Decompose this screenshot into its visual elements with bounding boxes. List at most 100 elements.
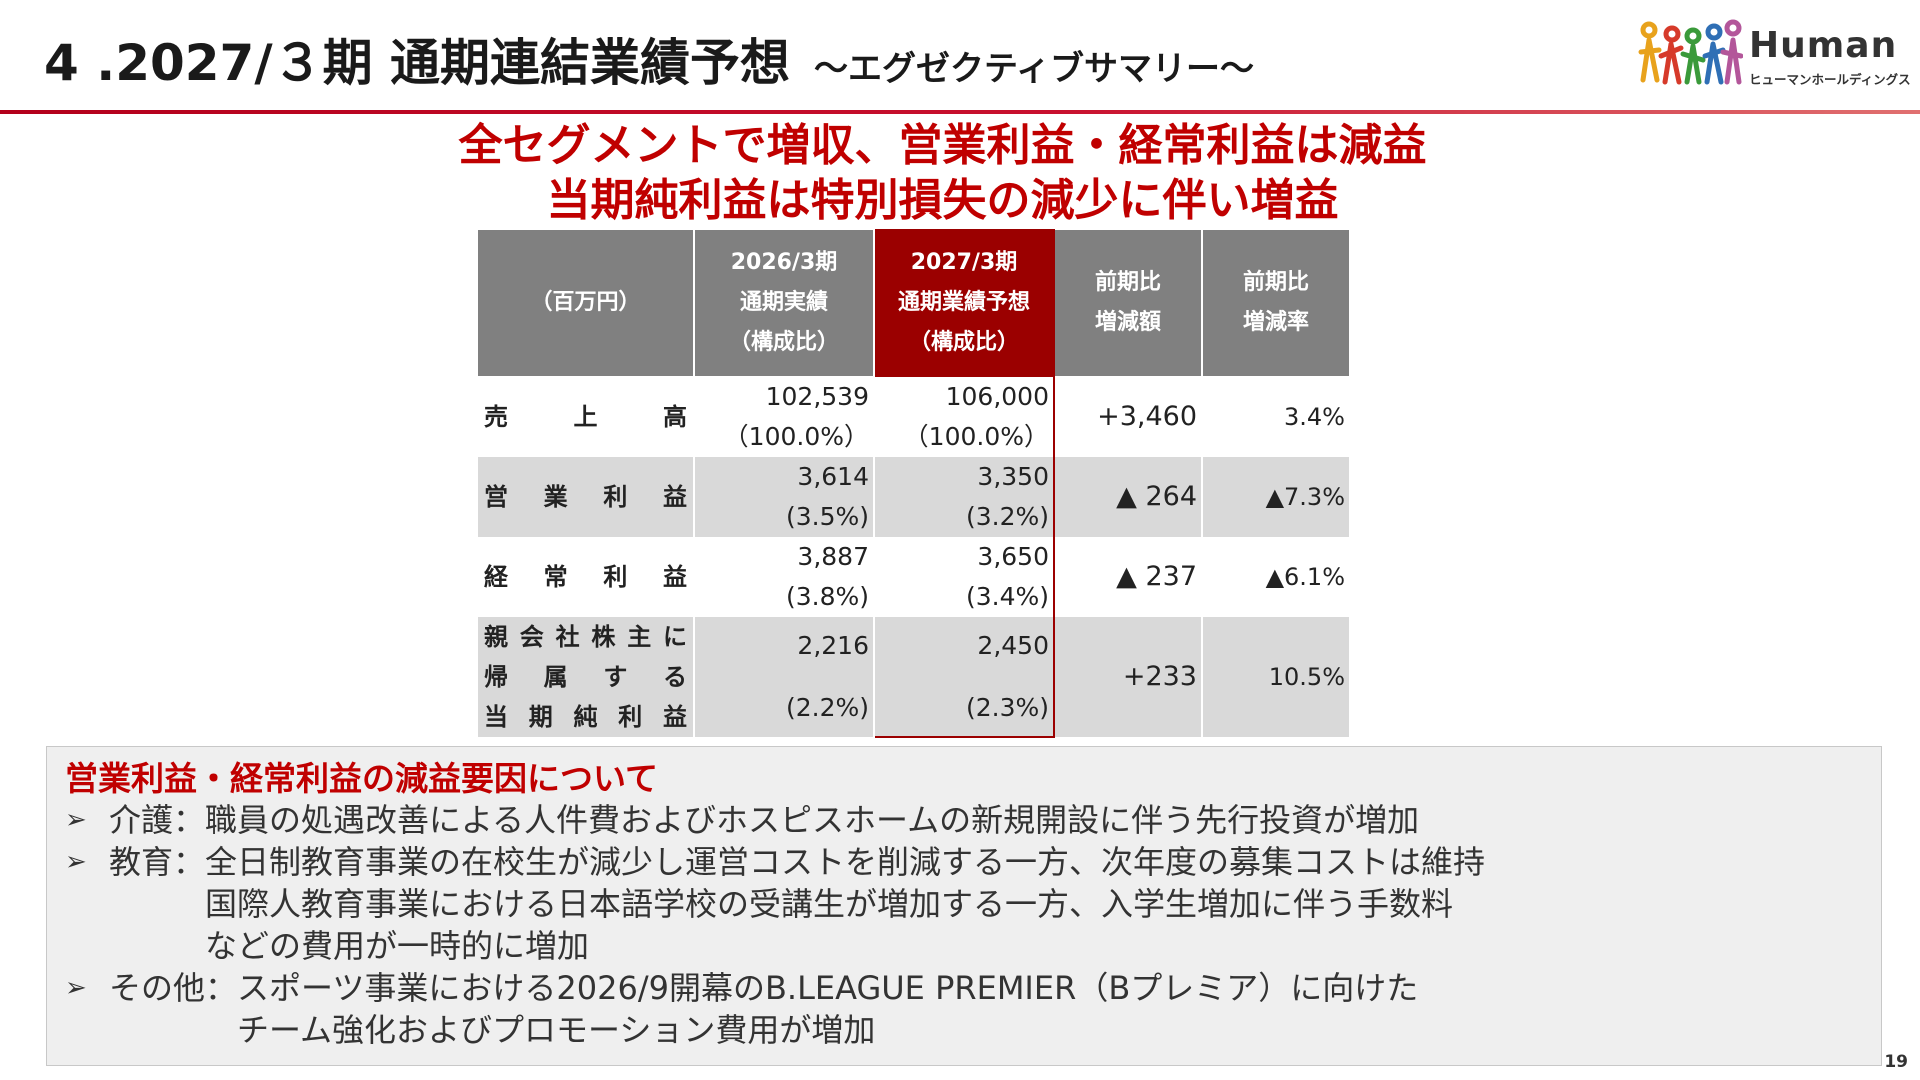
table-row: 経 常 利 益 3,887 (3.8%) 3,650 (3.4%) ▲ 237 ▲6.1% [478, 537, 1351, 617]
row-label-char: 純 [573, 703, 598, 731]
note-line: 国際人教育事業における日本語学校の受講生が増加する一方、入学生増加に伴う手数料 [205, 885, 1454, 923]
column-header-line: （構成比） [908, 330, 1019, 355]
column-header: （百万円） [478, 230, 695, 376]
change-amount: +3,460 [1054, 376, 1203, 457]
title-underline [0, 110, 1920, 114]
headline-line-1: 全セグメントで増収、営業利益・経常利益は減益 [458, 120, 1427, 171]
change-rate: 3.4% [1202, 376, 1351, 457]
forecast-cell: 2,450 (2.3%) [873, 617, 1055, 738]
column-header: 前期比 増減率 [1202, 230, 1351, 376]
row-label-line: 売上高 [484, 397, 687, 437]
table-row: 売 上 高 102,539 （100.0%） 106,000 （100.0%） +3,460 3… [478, 376, 1351, 457]
forecast-cell: 3,650 (3.4%) [873, 537, 1055, 617]
note-line: スポーツ事業における2026/9開幕のB.LEAGUE PREMIER（Bプレミ… [237, 969, 1419, 1007]
forecast-ratio: (2.3%) [965, 692, 1049, 722]
forecast-value: 3,350 [977, 462, 1049, 491]
actual-ratio: (2.2%) [785, 693, 869, 722]
note-item: ➢ 教育： 全日制教育事業の在校生が減少し運営コストを削減する一方、次年度の募集コス… [65, 841, 1485, 967]
row-label-char: 主 [627, 623, 652, 651]
row-label-char: 株 [591, 623, 616, 651]
note-line: などの費用が一時的に増加 [205, 927, 590, 965]
table-row: 親会社株主に帰 属 す る当期純利益 2,216 (2.2%) 2,450 (2.3%) +23… [478, 617, 1351, 738]
headline: 全セグメントで増収、営業利益・経常利益は減益 当期純利益は特別損失の減少に伴い増… [0, 118, 1885, 228]
row-label-line: 親会社株主に [484, 617, 687, 657]
row-label-char: す [603, 663, 628, 691]
actual-cell: 3,614 (3.5%) [694, 457, 875, 537]
row-label-char: 益 [662, 483, 687, 511]
row-label: 親会社株主に帰 属 す る当期純利益 [478, 617, 695, 737]
forecast-ratio: (3.2%) [965, 502, 1049, 531]
column-header-line: 増減率 [1242, 310, 1309, 335]
note-line: チーム強化およびプロモーション費用が増加 [237, 1011, 876, 1049]
column-header-line: 通期業績予想 [897, 290, 1030, 315]
forecast-ratio: (3.4%) [965, 582, 1049, 611]
actual-cell: 2,216 (2.2%) [694, 617, 875, 737]
forecast-ratio: （100.0%） [903, 422, 1049, 451]
row-label-line: 経常利益 [484, 557, 687, 597]
column-header-line: （百万円） [530, 290, 641, 315]
row-label-char: 利 [603, 563, 628, 591]
column-header-line: 前期比 [1242, 270, 1309, 295]
note-description: スポーツ事業における2026/9開幕のB.LEAGUE PREMIER（Bプレミ… [237, 967, 1418, 1051]
row-label-char: 当 [484, 703, 508, 731]
row-label-char: 常 [543, 563, 568, 591]
row-label-char: 利 [603, 483, 628, 511]
row-label-char: 益 [663, 703, 687, 731]
column-header-line: 前期比 [1094, 270, 1161, 295]
row-label-char: 期 [528, 703, 553, 731]
row-label: 営業利益 [478, 457, 695, 537]
note-item: ➢ 介護： 職員の処遇改善による人件費およびホスピスホームの新規開設に伴う先行投資が… [65, 799, 1485, 841]
decline-factors-title: 営業利益・経常利益の減益要因について [65, 759, 659, 798]
column-header-line: （構成比） [728, 330, 839, 355]
row-label-char: 利 [618, 703, 643, 731]
column-header: 前期比 増減額 [1054, 230, 1203, 376]
row-label-char: 高 [663, 402, 687, 431]
note-category: その他： [109, 969, 238, 1007]
column-header: 2026/3期 通期実績 （構成比） [694, 230, 875, 376]
company-logo: Human ヒューマンホールディングス [1635, 10, 1911, 102]
row-label-char: 親 [484, 623, 508, 651]
actual-value: 102,539 [765, 381, 869, 411]
column-header: 2027/3期 通期業績予想 （構成比） [873, 229, 1055, 377]
note-category: 介護： [109, 801, 206, 839]
headline-line-2: 当期純利益は特別損失の減少に伴い増益 [546, 175, 1339, 226]
note-description: 全日制教育事業の在校生が減少し運営コストを削減する一方、次年度の募集コストは維持… [205, 841, 1485, 967]
row-label-char: 営 [484, 483, 508, 511]
forecast-value: 106,000 [945, 382, 1049, 411]
forecast-table: （百万円） 2026/3期 通期実績 （構成比） 2027/3期 通期業績予想 （構成比） 前… [478, 229, 1351, 738]
table-header-row: （百万円） 2026/3期 通期実績 （構成比） 2027/3期 通期業績予想 （構成比） 前… [478, 229, 1351, 377]
row-label-char: に [662, 623, 687, 651]
title-main: 4 .2027/３期 通期連結業績予想 [44, 34, 791, 92]
row-label-line: 当期純利益 [484, 697, 687, 737]
change-amount: ▲ 264 [1054, 457, 1203, 537]
bullet-arrow-icon: ➢ [65, 973, 87, 1003]
note-description: 職員の処遇改善による人件費およびホスピスホームの新規開設に伴う先行投資が増加 [205, 799, 1419, 841]
change-rate: ▲7.3% [1202, 457, 1351, 537]
row-label-char: 業 [543, 483, 568, 511]
actual-cell: 102,539 （100.0%） [694, 376, 875, 457]
row-label: 経常利益 [478, 537, 695, 617]
row-label-char: 上 [573, 402, 598, 431]
row-label-char: る [662, 663, 687, 691]
row-label-char: 属 [543, 663, 568, 691]
column-header-line: 通期実績 [739, 290, 828, 315]
note-line: 職員の処遇改善による人件費およびホスピスホームの新規開設に伴う先行投資が増加 [205, 801, 1420, 839]
row-label-char: 会 [519, 623, 544, 651]
column-header-line: 2027/3期 [910, 250, 1018, 275]
row-label-line: 帰属する [484, 657, 687, 697]
change-amount: +233 [1054, 617, 1203, 737]
row-label-char: 益 [662, 563, 687, 591]
table-row: 営 業 利 益 3,614 (3.5%) 3,350 (3.2%) ▲ 264 ▲7.3% [478, 457, 1351, 537]
row-label-char: 社 [555, 623, 580, 651]
page-number: 19 [1884, 1052, 1908, 1072]
actual-ratio: (3.8%) [785, 582, 869, 611]
forecast-value: 3,650 [977, 542, 1049, 571]
logo-wordmark: Human [1749, 25, 1898, 66]
bullet-arrow-icon: ➢ [65, 805, 87, 835]
page-title: 4 .2027/３期 通期連結業績予想 ～エグゼクティブサマリー～ [44, 38, 1254, 88]
decline-factors-box: 営業利益・経常利益の減益要因について ➢ 介護： 職員の処遇改善による人件費およびホ… [46, 746, 1882, 1066]
row-label-char: 帰 [484, 663, 508, 691]
row-label-char: 売 [484, 402, 508, 431]
forecast-cell: 106,000 （100.0%） [873, 376, 1055, 457]
forecast-cell: 3,350 (3.2%) [873, 457, 1055, 537]
